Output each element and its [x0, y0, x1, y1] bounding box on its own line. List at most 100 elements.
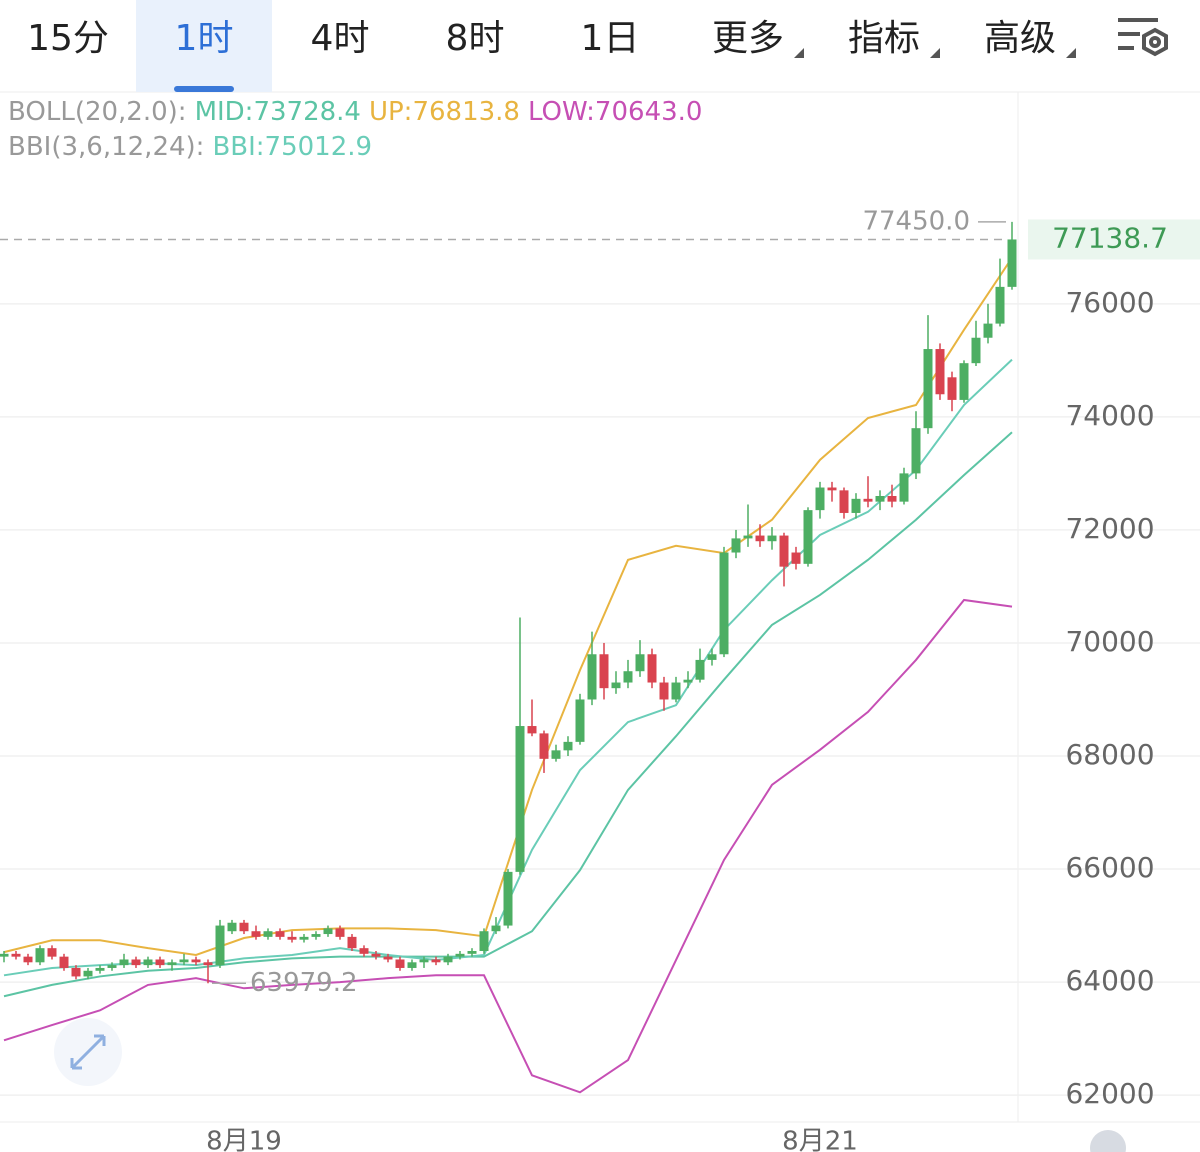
candle-body [911, 428, 921, 474]
expand-icon[interactable] [54, 1018, 122, 1086]
candle-body [47, 948, 57, 957]
tab[interactable]: 8时 [446, 18, 505, 59]
candle-body [899, 473, 909, 502]
candle-body [107, 965, 117, 968]
last-price-box [1028, 219, 1200, 260]
candle-body [575, 699, 585, 742]
candle-body [119, 959, 129, 966]
candle-body [167, 962, 177, 966]
candle-body [431, 959, 441, 963]
candle-body [923, 349, 933, 429]
settings-icon[interactable] [1118, 18, 1168, 57]
indicator-label: BOLL(20,2.0): [8, 97, 187, 127]
candle-body [707, 654, 717, 660]
candle-body [539, 733, 549, 759]
legend-entry: UP:76813.8 [369, 97, 520, 127]
candle-body [659, 682, 669, 700]
candle-body [527, 726, 537, 734]
tab[interactable]: 1日 [581, 18, 640, 59]
candle-body [803, 510, 813, 564]
candle-body [623, 671, 633, 683]
x-tick-label: 8月21 [782, 1127, 858, 1152]
candle-body [419, 959, 429, 963]
candle-body [23, 956, 33, 963]
candle-body [827, 487, 837, 491]
candle-body [995, 286, 1005, 324]
candle-body [563, 741, 573, 751]
candle-body [959, 363, 969, 400]
high-marker-label: 77450.0 [862, 206, 970, 236]
candle-body [383, 956, 393, 960]
candle-body [59, 956, 69, 968]
dropdown-triangle [1066, 48, 1076, 58]
candle-body [395, 959, 405, 968]
kline-button[interactable] [1090, 1130, 1126, 1152]
candle-body [263, 931, 273, 937]
candle-body [719, 552, 729, 655]
candle-body [647, 654, 657, 683]
candle-body [599, 654, 609, 689]
candle-body [587, 654, 597, 700]
candle-body [83, 970, 93, 977]
y-tick-label: 72000 [1065, 512, 1154, 545]
candle-body [311, 934, 321, 937]
candle-body [791, 552, 801, 564]
indicator-label: BBI(3,6,12,24): [8, 132, 204, 162]
candle-body [239, 922, 249, 932]
candle-body [131, 959, 141, 966]
candle-body [467, 951, 477, 954]
candle-body [275, 931, 285, 937]
candle-body [635, 654, 645, 672]
candle-body [335, 928, 345, 937]
y-tick-label: 64000 [1065, 964, 1154, 997]
candle-body [671, 682, 681, 700]
candle-body [971, 337, 981, 364]
candle-body [11, 953, 21, 957]
indicator-line [3, 598, 1013, 1094]
candle-body [743, 535, 753, 539]
tab[interactable]: 指标 [848, 18, 920, 59]
y-tick-label: 70000 [1065, 625, 1154, 658]
candle-body [887, 496, 897, 502]
tab[interactable]: 1时 [175, 18, 234, 59]
candle-body [407, 962, 417, 968]
tab[interactable]: 15分 [27, 18, 109, 59]
candle-body [515, 726, 525, 872]
indicator-legend: BBI(3,6,12,24): BBI:75012.9 [8, 132, 372, 162]
candle-body [503, 871, 513, 926]
candle-body [443, 956, 453, 963]
candle-body [287, 936, 297, 940]
candle-body [251, 931, 261, 937]
candle-body [0, 953, 9, 957]
candle-body [191, 959, 201, 963]
candle-body [143, 959, 153, 966]
low-marker-label: 63979.2 [250, 968, 358, 998]
candle-body [227, 922, 237, 932]
dropdown-triangle [794, 48, 804, 58]
candle-body [551, 750, 561, 759]
indicator-legend: BOLL(20,2.0): MID:73728.4 UP:76813.8 LOW:70… [8, 97, 702, 127]
y-tick-label: 74000 [1065, 399, 1154, 432]
candle-body [371, 953, 381, 957]
candle-body [359, 948, 369, 954]
y-tick-label: 76000 [1065, 286, 1154, 319]
tab[interactable]: 更多 [712, 18, 784, 59]
y-tick-label: 62000 [1065, 1077, 1154, 1110]
candle-body [95, 967, 105, 971]
candle-body [683, 679, 693, 683]
candle-body [299, 936, 309, 940]
candle-body [35, 948, 45, 963]
candle-body [1007, 239, 1017, 287]
candle-body [695, 659, 705, 680]
candle-body [779, 535, 789, 567]
candle-body [203, 962, 213, 966]
candle-body [347, 936, 357, 949]
candle-body [71, 967, 81, 977]
candle-body [947, 377, 957, 400]
active-tab-bg [136, 0, 272, 92]
tab[interactable]: 4时 [311, 18, 370, 59]
candle-body [839, 490, 849, 513]
tab[interactable]: 高级 [984, 18, 1056, 59]
